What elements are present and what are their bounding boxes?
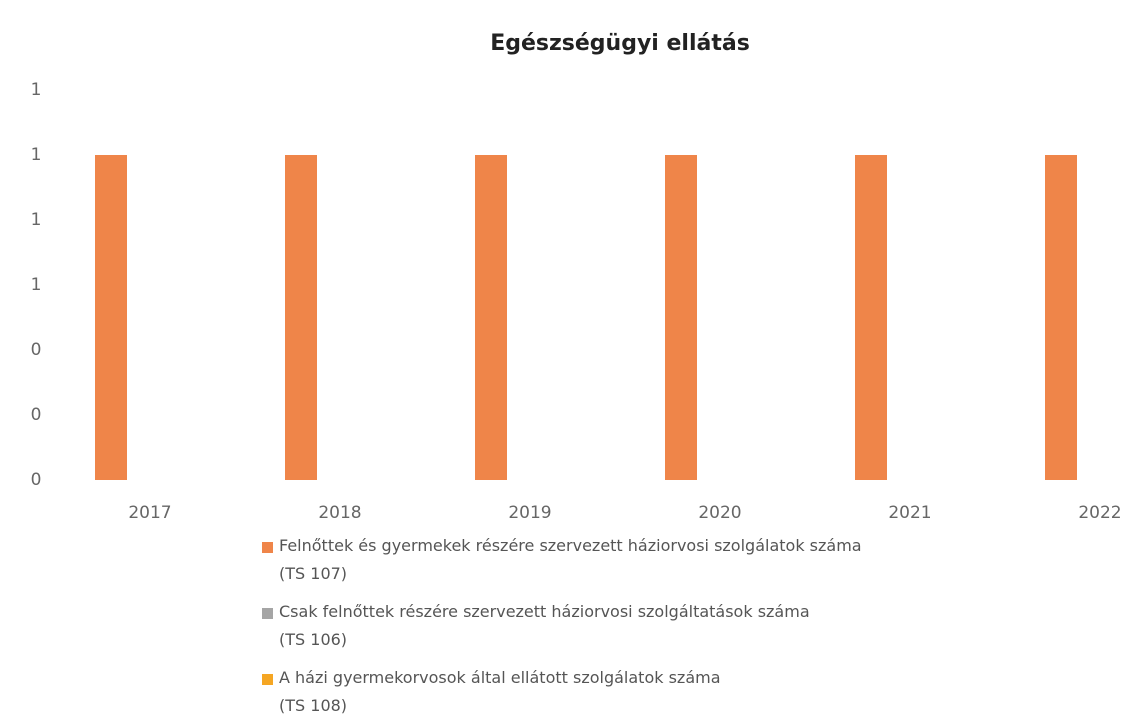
legend-swatch <box>262 542 273 553</box>
legend-item: A házi gyermekorvosok által ellátott szo… <box>262 668 862 720</box>
legend-item: Csak felnőttek részére szervezett házior… <box>262 602 862 654</box>
bar <box>1045 155 1077 480</box>
x-tick-label: 2019 <box>508 503 551 523</box>
y-tick-label: 1 <box>31 275 42 295</box>
y-tick-label: 1 <box>31 145 42 165</box>
y-tick-label: 0 <box>31 470 42 490</box>
legend-swatch <box>262 674 273 685</box>
bar <box>95 155 127 480</box>
x-tick-label: 2022 <box>1078 503 1121 523</box>
y-tick-label: 1 <box>31 80 42 100</box>
y-tick-label: 1 <box>31 210 42 230</box>
legend: Felnőttek és gyermekek részére szervezet… <box>262 536 862 722</box>
bar <box>855 155 887 480</box>
bar <box>285 155 317 480</box>
bar <box>475 155 507 480</box>
legend-swatch <box>262 608 273 619</box>
legend-item: Felnőttek és gyermekek részére szervezet… <box>262 536 862 588</box>
y-tick-label: 0 <box>31 340 42 360</box>
x-tick-label: 2021 <box>888 503 931 523</box>
legend-label: Csak felnőttek részére szervezett házior… <box>279 602 810 649</box>
bar <box>665 155 697 480</box>
legend-label: A házi gyermekorvosok által ellátott szo… <box>279 668 721 715</box>
x-tick-label: 2018 <box>318 503 361 523</box>
y-tick-label: 0 <box>31 405 42 425</box>
x-tick-label: 2020 <box>698 503 741 523</box>
chart-title: Egészségügyi ellátás <box>490 31 750 56</box>
legend-label: Felnőttek és gyermekek részére szervezet… <box>279 536 862 583</box>
chart: Egészségügyi ellátás 0 0 0 1 1 1 1 2017 2018 2019… <box>31 31 1122 523</box>
x-tick-label: 2017 <box>128 503 171 523</box>
